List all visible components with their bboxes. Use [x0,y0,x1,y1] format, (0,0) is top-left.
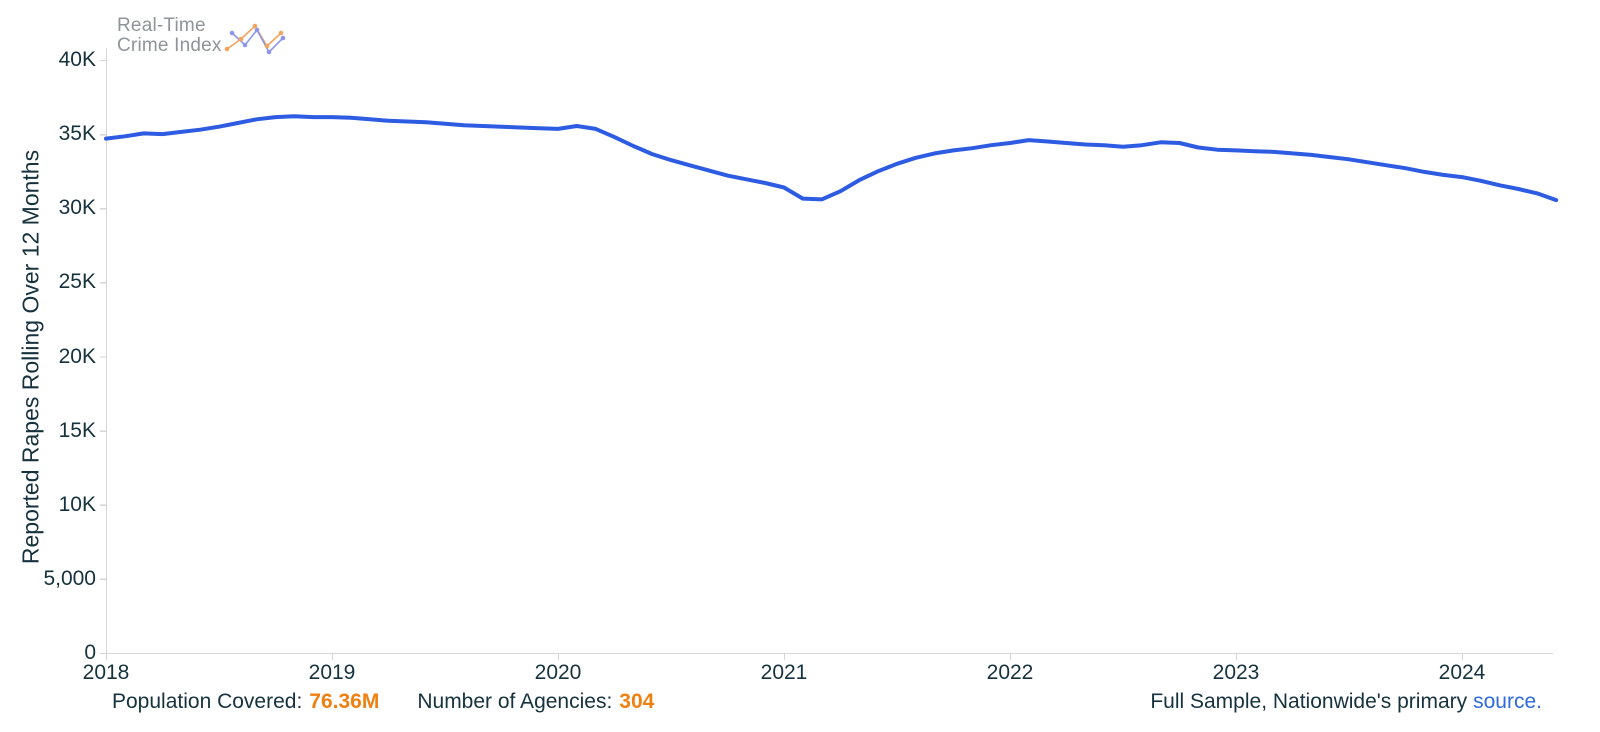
sample-text: Full Sample, Nationwide's primary [1150,690,1468,713]
crime-index-logo-icon [224,23,285,55]
data-line [104,114,1559,203]
y-tick-label: 40K [58,48,96,71]
footer-sample-note: Full Sample, Nationwide's primary source. [1150,690,1600,714]
x-tick-label: 2022 [986,661,1034,684]
y-tick-label: 10K [58,492,96,516]
footer: Population Covered: 76.36M Number of Age… [0,690,1600,714]
y-tick-label: 5,000 [43,566,96,590]
rtci-logo-text: Real-Time Crime Index [117,16,222,56]
agencies-value: 304 [619,690,655,713]
x-tick-label: 2018 [82,661,130,684]
population-value: 76.36M [309,690,380,713]
agencies-label: Number of Agencies: [417,690,613,713]
y-tick-label: 25K [58,270,96,294]
footer-stats: Population Covered: 76.36M Number of Age… [0,690,654,714]
y-tick-label: 15K [58,418,96,442]
y-tick-label: 20K [58,344,96,368]
y-tick-label: 35K [58,122,96,146]
source-period: . [1536,690,1542,713]
x-tick-label: 2019 [308,661,356,684]
y-tick-label: 30K [58,196,96,220]
x-tick-label: 2023 [1212,661,1260,684]
x-tick-label: 2021 [760,661,808,684]
logo-line2: Crime Index [117,35,222,56]
logo-line1: Real-Time [117,15,206,36]
x-tick-label: 2020 [534,661,582,684]
y-tick-label: 0 [84,641,96,664]
rtci-logo: Real-Time Crime Index [117,16,290,64]
source-link[interactable]: source [1473,690,1537,713]
x-tick-label: 2024 [1438,661,1486,684]
population-label: Population Covered: [112,690,303,713]
